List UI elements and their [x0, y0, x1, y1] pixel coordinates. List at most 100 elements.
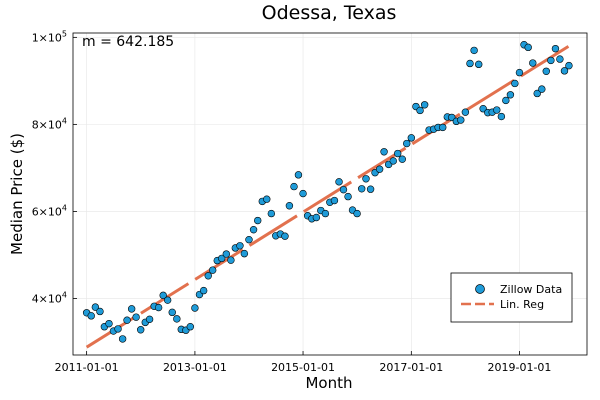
data-point [529, 59, 537, 67]
data-point [263, 195, 271, 203]
data-point [173, 315, 181, 323]
y-tick-label: 1×105 [32, 29, 67, 44]
data-point [87, 312, 95, 320]
data-point [118, 335, 127, 343]
data-point [186, 323, 195, 331]
data-point [136, 326, 145, 334]
data-point [330, 196, 339, 205]
data-point [407, 134, 416, 142]
data-point [335, 178, 343, 186]
data-point [470, 46, 478, 55]
data-point [393, 149, 402, 158]
data-point [565, 61, 573, 70]
data-point [222, 250, 231, 258]
data-point [524, 43, 532, 52]
data-point [254, 216, 262, 225]
data-point [506, 91, 515, 99]
y-tick-label: 8×104 [32, 116, 67, 131]
data-point [339, 185, 348, 194]
data-point [123, 316, 131, 324]
data-point [294, 171, 303, 179]
data-point [439, 123, 447, 132]
data-point [416, 106, 424, 115]
legend-box [450, 272, 573, 323]
data-point [511, 79, 519, 88]
data-point [375, 165, 384, 173]
data-point [249, 225, 258, 234]
data-point [240, 249, 249, 258]
data-point [321, 209, 330, 218]
data-point [538, 85, 546, 93]
data-point [285, 202, 294, 210]
x-axis-title: Month [305, 374, 352, 392]
data-point [398, 155, 406, 163]
data-point [204, 272, 212, 280]
data-point [556, 55, 564, 63]
slope-annotation: m = 642.185 [82, 34, 174, 50]
data-point [420, 101, 429, 109]
data-point [353, 209, 361, 218]
data-point [366, 185, 375, 193]
data-point [218, 254, 226, 263]
data-point [227, 256, 235, 264]
data-point [299, 189, 307, 198]
data-point [163, 296, 172, 304]
data-point [497, 112, 506, 121]
plot-frame [72, 32, 588, 356]
data-point [551, 44, 560, 53]
x-tick-label: 2011-01-01 [55, 361, 119, 374]
data-point [208, 266, 217, 274]
data-point [461, 108, 470, 116]
x-ticks: 2011-01-01 2013-01-01 2015-01-01 2017-01-01… [55, 351, 551, 374]
legend-marker-zillow-data [475, 284, 485, 294]
x-tick-label: 2013-01-01 [163, 361, 227, 374]
data-point [493, 106, 501, 114]
legend-label-zillow-data: Zillow Data [500, 283, 562, 296]
legend-label-lin-reg: Lin. Reg [500, 298, 544, 311]
data-point [105, 319, 113, 328]
data-point [191, 304, 199, 312]
data-point [547, 56, 555, 65]
data-point [466, 59, 474, 68]
data-point [457, 116, 465, 124]
data-point [515, 68, 524, 77]
y-tick-label: 6×104 [32, 203, 67, 218]
data-point [245, 235, 253, 244]
data-point [389, 157, 397, 165]
data-point [560, 67, 569, 75]
grid [73, 33, 587, 355]
data-point [344, 192, 352, 201]
data-point [533, 89, 541, 98]
x-tick-label: 2019-01-01 [487, 361, 551, 374]
data-point [236, 242, 244, 250]
data-point [96, 307, 104, 316]
data-point [290, 182, 298, 191]
scatter-points [82, 41, 573, 343]
data-point [502, 96, 510, 105]
x-tick-label: 2015-01-01 [271, 361, 335, 374]
data-point [362, 175, 370, 183]
data-point [475, 60, 483, 69]
y-axis-title: Median Price ($) [8, 133, 26, 255]
legend: Zillow Data Lin. Reg [450, 272, 573, 323]
data-point [380, 148, 388, 156]
data-point [403, 139, 411, 148]
data-point [114, 325, 122, 333]
data-point [159, 291, 167, 300]
chart-title: Odessa, Texas [262, 2, 397, 24]
data-point [132, 313, 140, 321]
data-point [267, 209, 276, 218]
data-point [91, 303, 100, 311]
data-point [168, 308, 176, 317]
y-tick-label: 4×104 [32, 290, 67, 305]
data-point [542, 67, 550, 75]
data-point [145, 315, 154, 324]
data-point [357, 185, 366, 193]
y-ticks: 4×104 6×104 8×104 1×105 [32, 29, 77, 305]
data-point [281, 232, 289, 240]
data-point [312, 213, 321, 222]
data-point [154, 303, 163, 312]
x-tick-label: 2017-01-01 [379, 361, 443, 374]
data-point [127, 305, 136, 313]
